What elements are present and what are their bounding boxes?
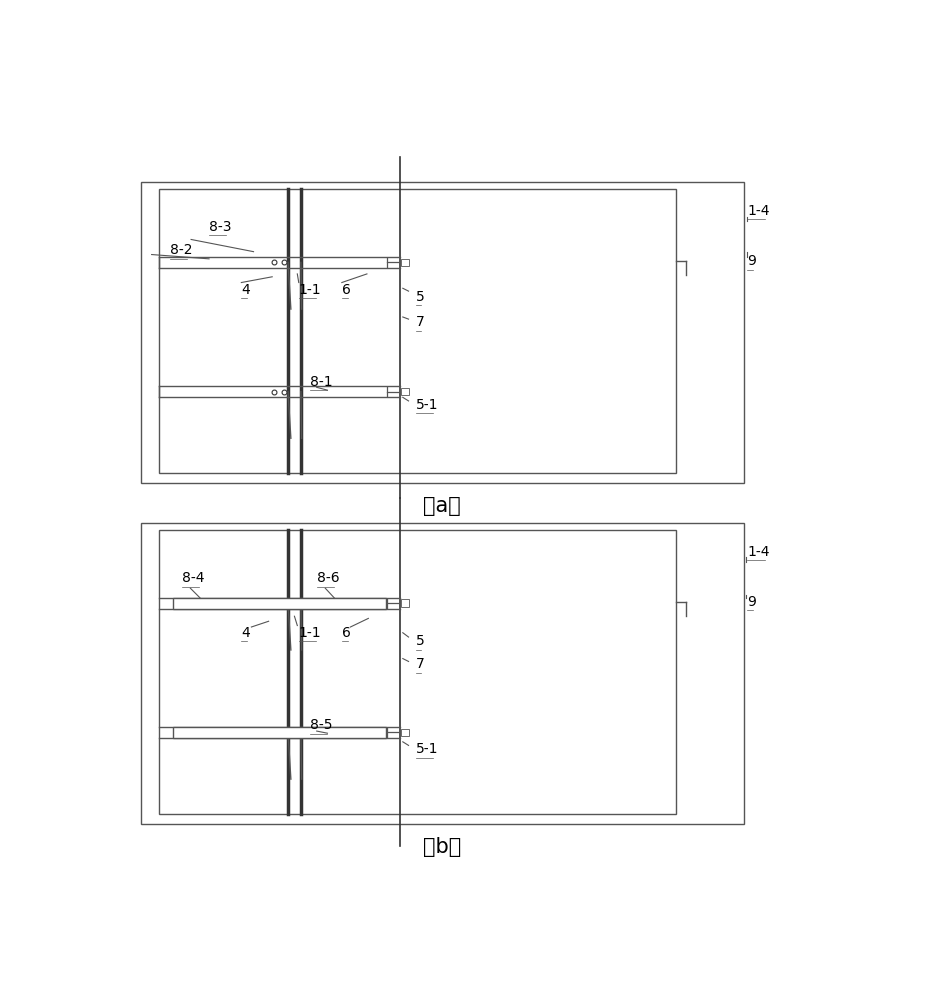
Text: 5-1: 5-1 — [416, 742, 438, 756]
Bar — [401, 729, 409, 736]
Text: 8-3: 8-3 — [209, 220, 232, 234]
Bar — [401, 388, 409, 395]
Text: 1-4: 1-4 — [747, 204, 770, 218]
Text: 8-1: 8-1 — [309, 375, 332, 389]
Bar — [141, 182, 744, 483]
Bar — [141, 523, 744, 824]
Text: 5: 5 — [416, 634, 424, 648]
Text: 7: 7 — [416, 657, 424, 671]
Bar — [173, 727, 385, 738]
Text: 8-6: 8-6 — [317, 571, 339, 585]
Text: 1-4: 1-4 — [747, 545, 770, 559]
Text: 6: 6 — [342, 626, 351, 640]
Text: 9: 9 — [747, 254, 757, 268]
Bar — [401, 599, 409, 607]
Text: 4: 4 — [242, 626, 250, 640]
Text: 1-1: 1-1 — [299, 283, 321, 297]
Bar — [173, 598, 385, 609]
Text: 8-5: 8-5 — [309, 718, 332, 732]
Bar — [159, 189, 675, 473]
Text: 8-4: 8-4 — [181, 571, 205, 585]
Text: 7: 7 — [416, 315, 424, 329]
Text: （a）: （a） — [423, 496, 461, 516]
Text: 5: 5 — [416, 290, 424, 304]
Text: 1-1: 1-1 — [299, 626, 321, 640]
Text: 6: 6 — [342, 283, 351, 297]
Bar — [401, 259, 409, 266]
Text: 5-1: 5-1 — [416, 398, 438, 412]
Bar — [159, 530, 675, 814]
Text: 4: 4 — [242, 283, 250, 297]
Text: 9: 9 — [747, 595, 757, 609]
Text: 8-2: 8-2 — [169, 243, 192, 257]
Text: （b）: （b） — [423, 837, 461, 857]
